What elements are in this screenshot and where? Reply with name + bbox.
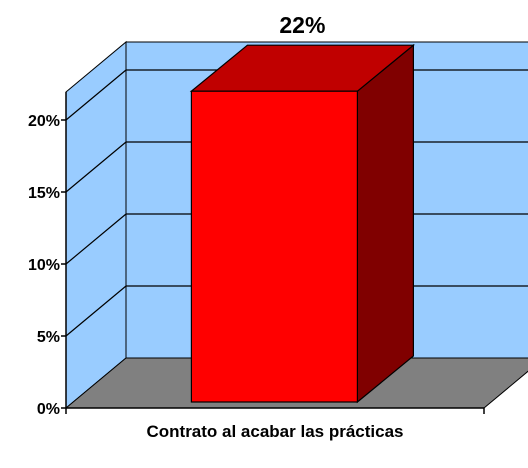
y-tick-label: 0% <box>37 401 60 418</box>
bars: 22% <box>189 12 416 404</box>
bar-front <box>190 90 358 403</box>
y-tick-label: 15% <box>28 185 60 202</box>
category-labels: Contrato al acabar las prácticas <box>146 422 403 441</box>
y-tick-label: 20% <box>28 113 60 130</box>
y-tick-labels: 0% 5% 10% 15% 20% <box>28 113 60 418</box>
axes <box>61 92 485 414</box>
y-tick-label: 5% <box>37 329 60 346</box>
bar-0: 22% <box>189 12 416 404</box>
data-label: 22% <box>279 12 325 38</box>
side-wall <box>65 40 127 410</box>
category-label: Contrato al acabar las prácticas <box>146 422 403 441</box>
y-tick-label: 10% <box>28 257 60 274</box>
bar-side <box>356 43 414 404</box>
